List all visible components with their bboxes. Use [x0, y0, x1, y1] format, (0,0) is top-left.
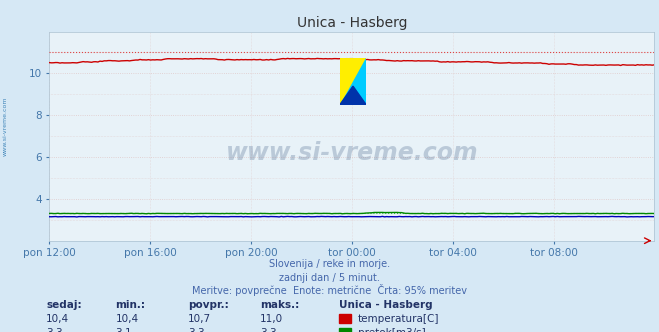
Text: 10,4: 10,4 [46, 314, 69, 324]
Polygon shape [340, 58, 366, 105]
Text: 10,7: 10,7 [188, 314, 211, 324]
Text: temperatura[C]: temperatura[C] [358, 314, 440, 324]
Text: zadnji dan / 5 minut.: zadnji dan / 5 minut. [279, 273, 380, 283]
Polygon shape [340, 86, 366, 105]
Text: Meritve: povprečne  Enote: metrične  Črta: 95% meritev: Meritve: povprečne Enote: metrične Črta:… [192, 284, 467, 296]
Text: www.si-vreme.com: www.si-vreme.com [3, 96, 8, 156]
Text: maks.:: maks.: [260, 300, 300, 310]
Title: Unica - Hasberg: Unica - Hasberg [297, 16, 407, 30]
Text: 3,3: 3,3 [188, 328, 204, 332]
Polygon shape [340, 58, 366, 105]
Text: 3,3: 3,3 [260, 328, 277, 332]
Text: 3,3: 3,3 [46, 328, 63, 332]
Text: 10,4: 10,4 [115, 314, 138, 324]
Text: pretok[m3/s]: pretok[m3/s] [358, 328, 426, 332]
Text: 11,0: 11,0 [260, 314, 283, 324]
Text: 3,1: 3,1 [115, 328, 132, 332]
Text: Slovenija / reke in morje.: Slovenija / reke in morje. [269, 259, 390, 269]
Text: sedaj:: sedaj: [46, 300, 82, 310]
Text: Unica - Hasberg: Unica - Hasberg [339, 300, 433, 310]
Text: www.si-vreme.com: www.si-vreme.com [225, 141, 478, 165]
Text: min.:: min.: [115, 300, 146, 310]
Text: povpr.:: povpr.: [188, 300, 229, 310]
